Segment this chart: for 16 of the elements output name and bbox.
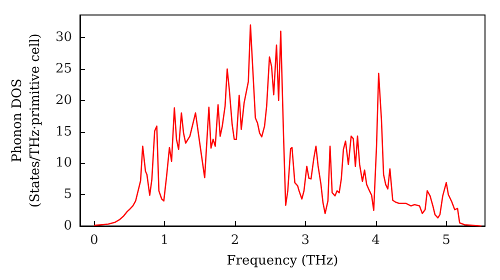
x-tick-label: 0 xyxy=(90,233,98,248)
x-tick-label: 3 xyxy=(301,233,310,248)
line-series xyxy=(93,24,482,227)
x-tick-label: 5 xyxy=(442,233,450,248)
x-axis-title: Frequency (THz) xyxy=(226,254,338,268)
x-tick-label: 4 xyxy=(372,233,380,248)
x-tick-label: 1 xyxy=(160,233,169,248)
y-tick-label: 20 xyxy=(55,92,72,108)
x-tick-label: 2 xyxy=(230,233,240,248)
y-tick-label: 0 xyxy=(64,218,72,234)
y-tick-label: 5 xyxy=(64,187,72,202)
y-tick-label: 25 xyxy=(55,62,72,77)
y-tick-label: 15 xyxy=(55,124,72,140)
y-tick-label: 10 xyxy=(55,156,72,171)
y-tick-label: 30 xyxy=(55,30,72,46)
y-axis-title: Phonon DOS (States/THz·primitive cell) xyxy=(10,33,44,208)
